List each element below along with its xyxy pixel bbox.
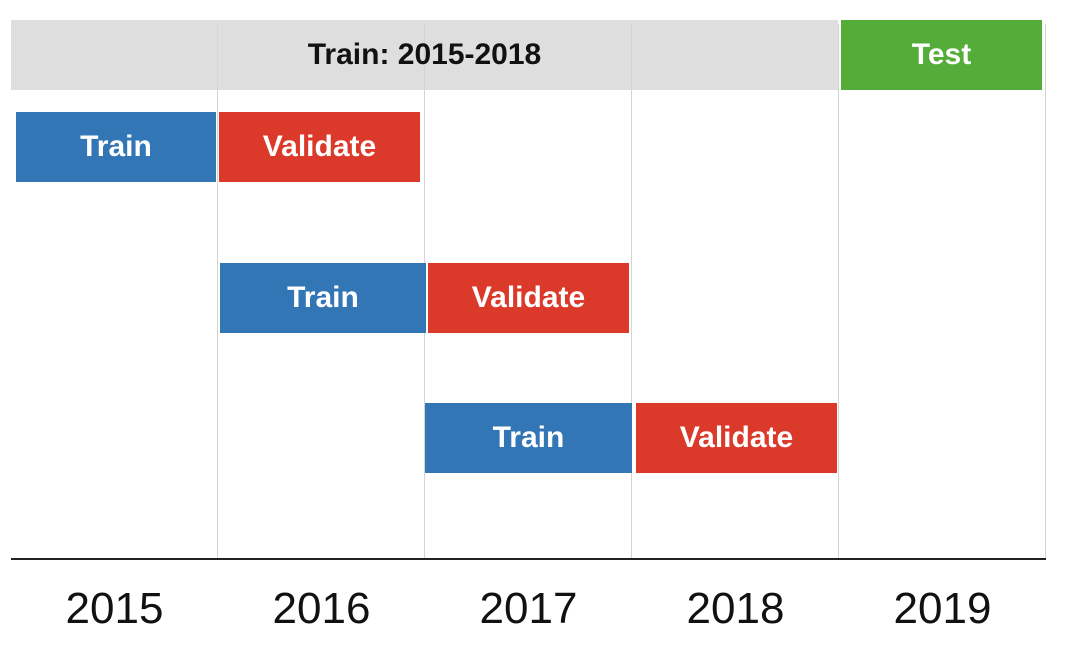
fold-1-train-block: Train [16, 112, 216, 182]
year-divider [217, 24, 218, 559]
fold-3-validate-block: Validate [636, 403, 837, 473]
year-label-2018: 2018 [686, 584, 785, 633]
year-label-2016: 2016 [272, 584, 371, 633]
year-label-2019: 2019 [893, 584, 992, 633]
year-label-2015: 2015 [65, 584, 164, 633]
train-period-label: Train: 2015-2018 [307, 38, 542, 71]
fold-1-validate-block: Validate [219, 112, 420, 182]
fold-2-validate-block: Validate [428, 263, 629, 333]
year-divider [838, 24, 839, 559]
year-divider [631, 24, 632, 559]
timeline-axis [11, 558, 1046, 560]
test-period-block: Test [841, 20, 1042, 90]
year-divider [1045, 24, 1046, 559]
year-label-2017: 2017 [479, 584, 578, 633]
fold-2-train-block: Train [220, 263, 426, 333]
fold-3-train-block: Train [425, 403, 632, 473]
